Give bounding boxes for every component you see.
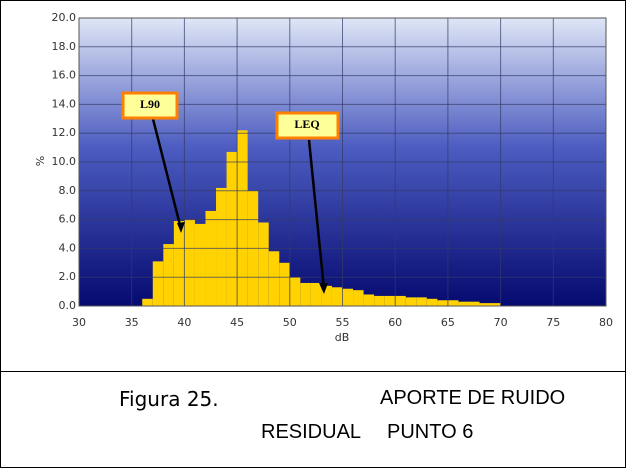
- bar: [142, 298, 153, 306]
- bar: [479, 303, 491, 306]
- annotation-box: [121, 91, 179, 120]
- bar: [395, 295, 406, 306]
- bar: [226, 151, 238, 306]
- x-tick-label: 30: [72, 316, 86, 329]
- bar: [363, 294, 375, 306]
- plot-border: [78, 17, 607, 307]
- annotation-box: [275, 111, 340, 140]
- bar: [384, 295, 396, 306]
- x-tick-label: 35: [125, 316, 139, 329]
- annotations: L90 LEQ: [121, 91, 340, 294]
- divider: [1, 371, 625, 372]
- bar: [258, 222, 269, 306]
- bar: [374, 295, 385, 306]
- bar: [331, 287, 343, 306]
- y-tick-label: 16.0: [52, 69, 77, 82]
- x-tick-label: 60: [388, 316, 402, 329]
- x-tick-label: 40: [177, 316, 191, 329]
- bar: [237, 130, 248, 306]
- x-tick-label: 70: [494, 316, 508, 329]
- annotation-text: LEQ: [294, 117, 319, 131]
- arrow-head: [177, 222, 185, 233]
- caption-label: Figura 25.: [119, 387, 219, 411]
- bar: [184, 219, 195, 306]
- bar: [279, 262, 290, 306]
- bar: [152, 261, 164, 306]
- y-tick-label: 6.0: [59, 213, 77, 226]
- caption-text: RESIDUAL: [261, 421, 362, 443]
- bar: [405, 297, 417, 306]
- bar: [342, 288, 354, 306]
- bar: [458, 301, 469, 306]
- y-tick-label: 20.0: [52, 11, 77, 24]
- bar: [216, 187, 227, 306]
- caption-text: APORTE DE RUIDO: [380, 387, 566, 409]
- y-tick-label: 2.0: [59, 270, 77, 283]
- bar: [163, 244, 174, 306]
- chart: 0.0 2.0 4.0 6.0 8.0 10.0 12.0 14.0 16.0 18.0 20.0 3…: [1, 1, 625, 371]
- y-tick-label: 18.0: [52, 40, 77, 53]
- y-tick-label: 4.0: [59, 241, 77, 254]
- bar: [268, 251, 280, 306]
- bar: [289, 277, 301, 306]
- bar: [205, 210, 217, 306]
- y-tick-label: 8.0: [59, 184, 77, 197]
- y-tick-label: 10.0: [52, 155, 77, 168]
- bar: [173, 221, 185, 306]
- bar: [426, 298, 438, 306]
- bar: [468, 301, 480, 306]
- bar: [437, 300, 448, 306]
- bar: [353, 290, 364, 306]
- x-tick-label: 45: [230, 316, 244, 329]
- bar: [490, 303, 501, 306]
- arrow-head: [319, 283, 328, 294]
- bar: [321, 285, 332, 306]
- x-tick-label: 65: [441, 316, 455, 329]
- y-axis-label: %: [34, 156, 47, 166]
- x-axis-label: dB: [335, 331, 350, 344]
- y-tick-label: 0.0: [59, 299, 77, 312]
- bar: [300, 282, 311, 306]
- caption-text: PUNTO 6: [387, 421, 474, 443]
- arrow: [307, 139, 326, 290]
- bar: [194, 223, 206, 306]
- bar: [447, 300, 459, 306]
- x-tick-label: 50: [283, 316, 297, 329]
- bar: [310, 282, 322, 306]
- y-tick-label: 12.0: [52, 126, 77, 139]
- x-tick-label: 55: [336, 316, 350, 329]
- x-tick-label: 75: [546, 316, 560, 329]
- bar: [416, 297, 427, 306]
- y-tick-label: 14.0: [52, 97, 77, 110]
- arrow: [151, 118, 183, 230]
- annotation-text: L90: [140, 97, 160, 111]
- x-tick-label: 80: [599, 316, 613, 329]
